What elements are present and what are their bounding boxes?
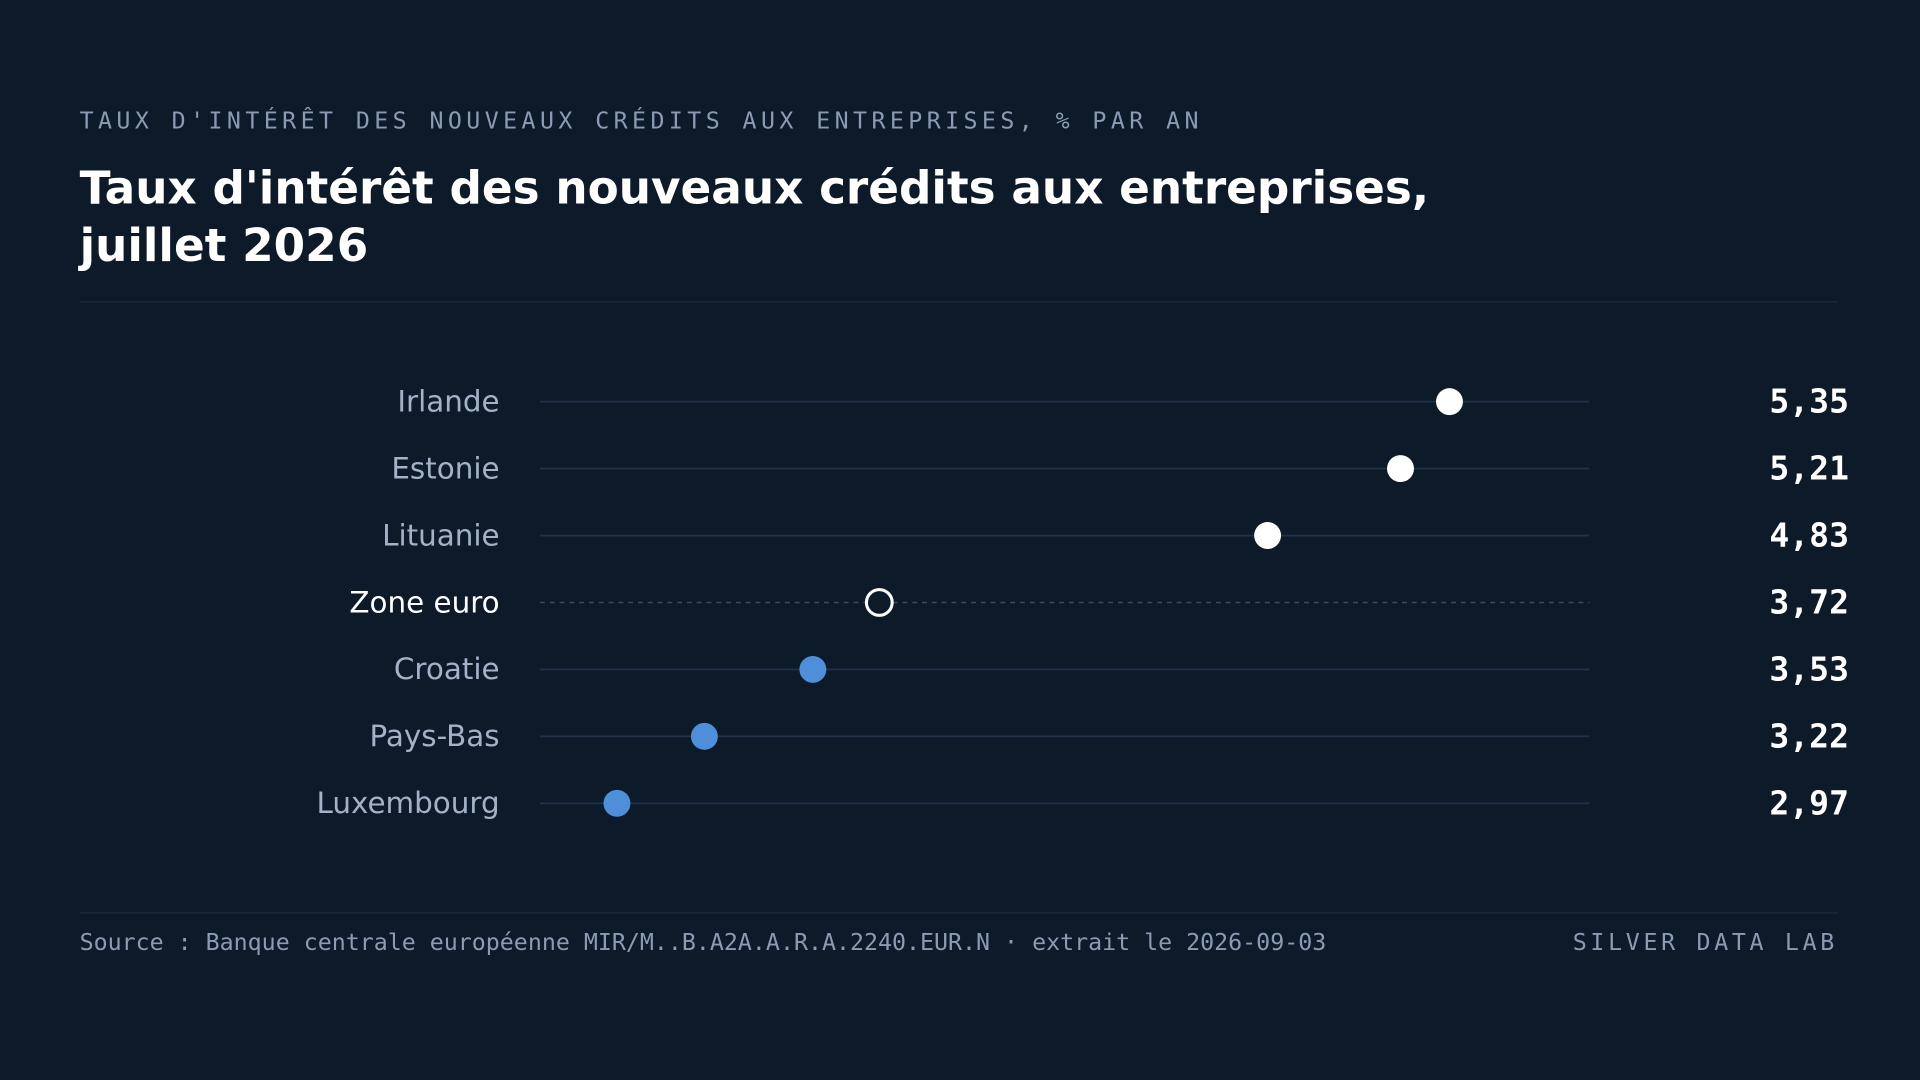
dot-luxembourg: [603, 789, 631, 817]
footer-divider: [79, 912, 1838, 914]
value-label-irlande: 5,35: [1769, 382, 1849, 421]
dot-pays-bas: [690, 722, 718, 750]
category-label-lituanie: Lituanie: [382, 518, 500, 552]
value-label-zone-euro: 3,72: [1769, 582, 1849, 621]
value-label-pays-bas: 3,22: [1769, 716, 1849, 755]
category-label-pays-bas: Pays-Bas: [370, 719, 500, 753]
category-label-irlande: Irlande: [397, 384, 499, 418]
chart-title: Taux d'intérêt des nouveaux crédits aux …: [79, 161, 1430, 272]
dot-irlande: [1436, 388, 1463, 416]
header-divider: [79, 301, 1838, 303]
brand-label: SILVER DATA LAB: [1572, 929, 1838, 957]
dot-estonie: [1387, 455, 1414, 483]
chart-kicker: TAUX D'INTÉRÊT DES NOUVEAUX CRÉDITS AUX …: [79, 107, 1203, 135]
source-note: Source : Banque centrale européenne MIR/…: [79, 929, 1327, 957]
dot-zone-euro: [864, 588, 894, 617]
value-label-estonie: 5,21: [1769, 449, 1849, 488]
value-label-croatie: 3,53: [1769, 649, 1849, 688]
value-label-luxembourg: 2,97: [1769, 783, 1849, 822]
category-label-croatie: Croatie: [394, 652, 500, 686]
value-label-lituanie: 4,83: [1769, 516, 1849, 555]
category-label-zone-euro: Zone euro: [349, 585, 499, 619]
category-label-luxembourg: Luxembourg: [317, 786, 500, 820]
category-label-estonie: Estonie: [391, 451, 499, 485]
dot-croatie: [799, 655, 827, 683]
dot-lituanie: [1254, 522, 1282, 549]
